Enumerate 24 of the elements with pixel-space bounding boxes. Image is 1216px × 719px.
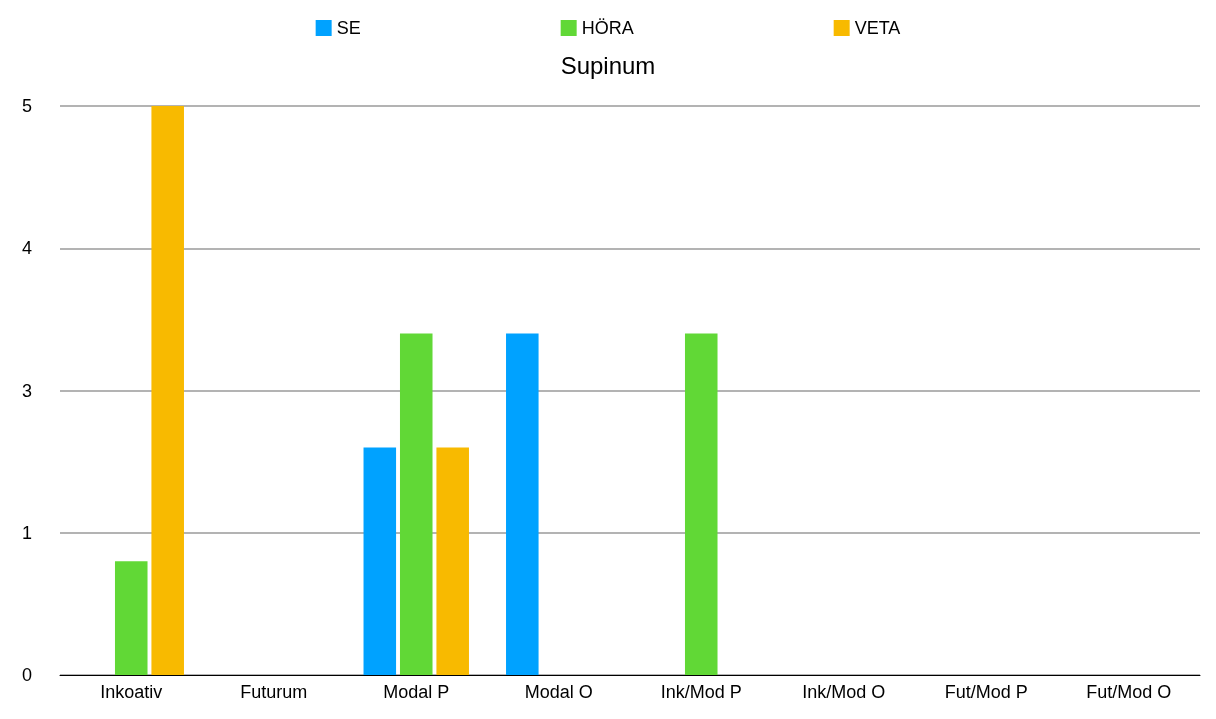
- y-tick-label: 0: [21, 665, 32, 685]
- bar: [506, 333, 539, 675]
- bar: [684, 333, 718, 675]
- bar: [399, 333, 433, 675]
- legend-label: SE: [336, 18, 361, 38]
- y-tick-label: 1: [21, 522, 32, 543]
- y-tick-label: 5: [21, 96, 32, 116]
- x-tick-label: Fut/Mod O: [1086, 682, 1172, 702]
- x-tick-label: Fut/Mod P: [944, 682, 1028, 702]
- legend-label: VETA: [854, 18, 901, 38]
- bar: [114, 561, 148, 675]
- chart-title: Supinum: [560, 51, 656, 79]
- y-tick-label: 4: [21, 238, 32, 259]
- x-tick-label: Ink/Mod P: [660, 682, 742, 702]
- x-tick-label: Futurum: [240, 682, 308, 702]
- x-tick-label: Modal P: [383, 682, 450, 702]
- y-tick-label: 3: [21, 380, 32, 401]
- bar: [363, 447, 397, 675]
- x-tick-label: Modal O: [524, 682, 593, 702]
- x-tick-label: Inkoativ: [100, 682, 163, 702]
- bar: [436, 447, 469, 675]
- x-tick-label: Ink/Mod O: [802, 682, 886, 702]
- legend-label: HÖRA: [581, 18, 634, 38]
- bar: [151, 106, 184, 675]
